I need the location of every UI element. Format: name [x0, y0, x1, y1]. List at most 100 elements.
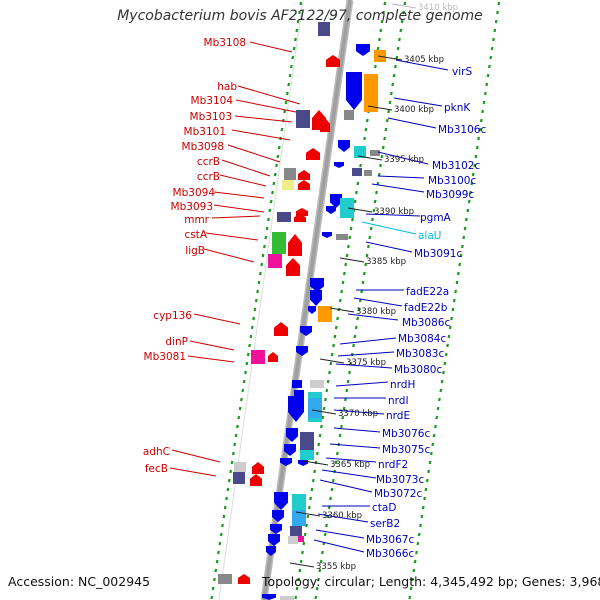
track-dot: [325, 523, 328, 528]
scale-tick-label: 3395 kbp: [384, 155, 424, 165]
gene-label-reverse: fecB: [145, 463, 168, 475]
track-dot: [380, 19, 384, 24]
track-dot: [460, 244, 464, 249]
forward-gene-arrow: [346, 72, 362, 110]
track-dot: [323, 532, 327, 537]
track-dot: [342, 271, 346, 276]
forward-gene-arrow: [310, 278, 324, 292]
gene-block: [370, 150, 380, 156]
track-dot: [477, 136, 481, 141]
scale-tick-label: 3360 kbp: [322, 511, 362, 521]
track-dot: [417, 532, 421, 537]
forward-gene-arrow: [296, 346, 308, 356]
gene-label-forward: Mb3066c: [366, 548, 414, 560]
track-dot: [271, 190, 274, 195]
track-dot: [376, 46, 380, 51]
track-dot: [363, 136, 367, 141]
gene-label-reverse: adhC: [143, 446, 170, 458]
forward-label-leader: [333, 409, 385, 415]
track-dot: [385, 118, 389, 123]
track-dot: [315, 451, 319, 456]
track-dot: [492, 37, 495, 42]
track-dot: [459, 253, 463, 258]
track-dot: [273, 172, 277, 177]
track-dot: [339, 424, 343, 429]
scale-tick-line: [391, 3, 417, 9]
track-dot: [225, 496, 229, 501]
gene-label-reverse: Mb3098: [182, 141, 224, 153]
track-dot: [325, 388, 329, 393]
gene-block: [296, 110, 310, 128]
gene-label-forward: Mb3102c: [432, 160, 480, 172]
track-dot: [369, 226, 373, 231]
scale-tick-line: [329, 307, 355, 313]
forward-gene-arrow: [310, 290, 322, 306]
track-dot: [317, 577, 320, 582]
track-dot: [334, 460, 338, 465]
forward-label-leader: [393, 97, 443, 107]
track-dot: [395, 55, 399, 60]
gene-label-reverse: ccrB: [197, 156, 220, 168]
track-dot: [483, 91, 487, 96]
track-dot: [260, 262, 264, 267]
track-dot: [298, 568, 302, 573]
gene-label-forward: pknK: [444, 102, 471, 114]
scale-tick-label: 3365 kbp: [330, 460, 370, 470]
track-dot: [257, 280, 261, 285]
reverse-label-leader: [171, 449, 221, 463]
gene-label-reverse: Mb3108: [204, 37, 246, 49]
track-dot: [299, 559, 303, 564]
reverse-gene-arrow: [286, 258, 300, 276]
scale-tick-label: 3405 kbp: [404, 55, 444, 65]
track-dot: [322, 406, 326, 411]
track-dot: [241, 388, 245, 393]
track-dot: [379, 163, 382, 168]
track-dot: [319, 559, 323, 564]
gene-label-reverse: dinP: [165, 336, 188, 348]
track-dot: [315, 586, 319, 591]
forward-gene-arrow: [288, 396, 304, 422]
track-dot: [223, 505, 227, 510]
scale-tick-line: [303, 460, 329, 466]
track-dot: [466, 208, 470, 213]
track-dot: [334, 325, 338, 330]
scale-tick-label: 3375 kbp: [346, 358, 386, 368]
track-dot: [366, 244, 370, 249]
track-dot: [342, 406, 346, 411]
gene-label-forward: Mb3100c: [428, 175, 476, 187]
forward-gene-arrow: [262, 594, 276, 600]
track-dot: [446, 343, 449, 348]
gene-labels: Mb3108 hab Mb3104 Mb3103 Mb3101 Mb3098 ccrB ccr…: [143, 37, 487, 560]
track-dot: [356, 316, 360, 321]
gene-label-forward: virS: [452, 66, 472, 78]
scale-tick-label: 3380 kbp: [356, 307, 396, 317]
forward-gene-arrow: [298, 460, 308, 466]
track-dot: [458, 262, 462, 267]
gene-block: [364, 170, 372, 176]
reverse-gene-arrow: [298, 170, 310, 180]
track-dot: [413, 559, 417, 564]
reverse-gene-arrow: [306, 148, 320, 160]
reverse-label-leader: [235, 99, 297, 113]
forward-label-leader: [365, 213, 421, 217]
reverse-gene-arrow: [288, 234, 302, 256]
forward-label-leader: [313, 539, 365, 553]
reverse-label-leader: [189, 340, 235, 351]
track-dot: [253, 307, 257, 312]
gene-block: [344, 110, 354, 120]
scale-tick-line: [377, 55, 403, 61]
gene-label-reverse: hab: [217, 81, 237, 93]
gene-label-forward: fadE22b: [404, 302, 448, 314]
track-dot: [240, 397, 243, 402]
gene-label-forward: Mb3091c: [414, 248, 462, 260]
track-dot: [280, 127, 284, 132]
track-dot: [368, 235, 372, 240]
reverse-label-leader: [187, 355, 235, 363]
track-dot: [435, 415, 439, 420]
scale-tick-line: [339, 257, 365, 263]
track-dot: [307, 505, 311, 510]
track-dot: [471, 172, 475, 177]
track-dot: [249, 334, 253, 339]
label-leader-lines: [169, 41, 449, 553]
track-dot: [311, 478, 315, 483]
